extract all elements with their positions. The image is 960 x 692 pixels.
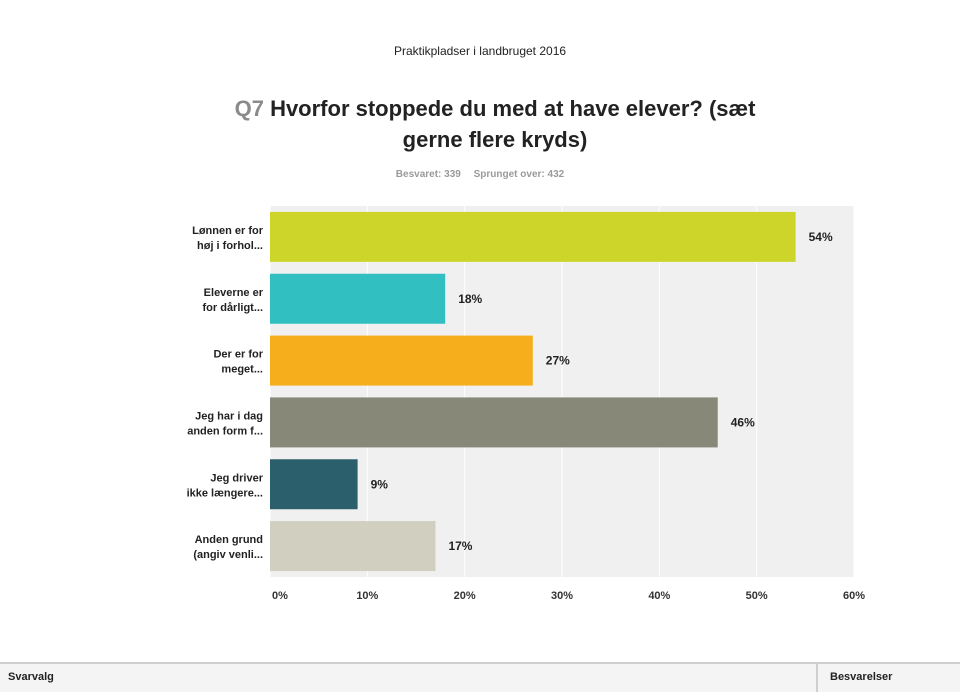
question-heading: Q7 Hvorfor stoppede du med at have eleve… bbox=[230, 93, 760, 155]
bar bbox=[270, 397, 718, 448]
bar bbox=[270, 211, 796, 262]
data-label: 46% bbox=[731, 415, 755, 429]
category-label-line: Jeg har i dag bbox=[195, 410, 263, 422]
category-label: Jeg driver ikke længere... bbox=[187, 472, 264, 499]
category-label: Eleverne er for dårligt... bbox=[203, 287, 264, 314]
category-label: Der er for meget... bbox=[213, 349, 263, 376]
column-header-answer: Svarvalg bbox=[0, 664, 818, 692]
category-label-line: ikke længere... bbox=[187, 487, 263, 499]
data-label: 18% bbox=[458, 292, 482, 306]
skipped-count: Sprunget over: 432 bbox=[473, 169, 565, 180]
category-label-line: Der er for bbox=[213, 349, 263, 361]
bar bbox=[270, 335, 533, 386]
category-label-line: Eleverne er bbox=[204, 287, 264, 299]
data-label: 17% bbox=[448, 539, 472, 553]
data-label: 54% bbox=[809, 230, 833, 244]
response-stats: Besvaret: 339 Sprunget over: 432 bbox=[0, 169, 960, 180]
category-label-line: (angiv venli... bbox=[193, 549, 263, 561]
data-label: 9% bbox=[371, 477, 389, 491]
category-label-line: Anden grund bbox=[195, 534, 263, 546]
category-label-line: Jeg driver bbox=[210, 472, 263, 484]
category-label: Anden grund (angiv venli... bbox=[193, 534, 263, 561]
response-table-header: Svarvalg Besvarelser bbox=[0, 662, 960, 692]
category-label-line: for dårligt... bbox=[203, 302, 264, 314]
bar bbox=[270, 273, 446, 324]
x-tick-label: 50% bbox=[746, 590, 768, 602]
column-header-responses: Besvarelser bbox=[830, 671, 893, 683]
category-label: Lønnen er for høj i forhol... bbox=[192, 225, 264, 252]
answered-count: Besvaret: 339 bbox=[395, 169, 461, 180]
x-tick-label: 30% bbox=[551, 590, 573, 602]
category-label-line: meget... bbox=[221, 364, 263, 376]
bar bbox=[270, 459, 358, 510]
bar-chart: 0% 10% 20% 30% 40% 50% 60% 54% Lønnen er for høj … bbox=[187, 206, 865, 602]
data-label: 27% bbox=[546, 354, 570, 368]
category-label-line: anden form f... bbox=[187, 425, 263, 437]
x-tick-label: 60% bbox=[843, 590, 865, 602]
category-label-line: høj i forhol... bbox=[197, 240, 263, 252]
x-tick-label: 40% bbox=[648, 590, 670, 602]
x-tick-label: 10% bbox=[356, 590, 378, 602]
category-label: Jeg har i dag anden form f... bbox=[187, 410, 263, 437]
survey-title: Praktikpladser i landbruget 2016 bbox=[393, 44, 567, 58]
question-number: Q7 bbox=[234, 96, 264, 121]
x-tick-label: 0% bbox=[272, 590, 288, 602]
question-text: Hvorfor stoppede du med at have elever? … bbox=[270, 96, 756, 152]
bar bbox=[270, 521, 436, 572]
x-tick-label: 20% bbox=[454, 590, 476, 602]
category-label-line: Lønnen er for bbox=[192, 225, 264, 237]
